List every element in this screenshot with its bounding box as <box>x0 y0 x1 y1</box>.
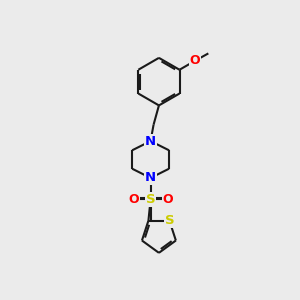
Text: S: S <box>146 193 155 206</box>
Text: S: S <box>165 214 174 227</box>
Text: O: O <box>190 54 200 67</box>
Text: O: O <box>128 193 139 206</box>
Text: N: N <box>145 135 156 148</box>
Text: N: N <box>145 171 156 184</box>
Text: O: O <box>163 193 173 206</box>
